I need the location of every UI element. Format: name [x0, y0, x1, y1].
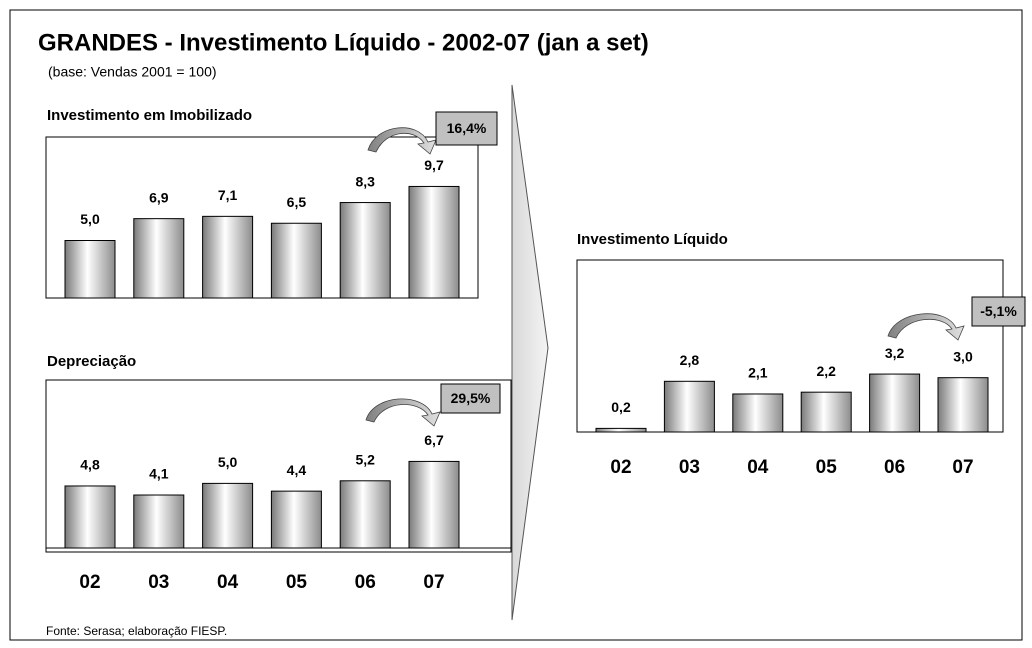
value-label: 4,1: [149, 466, 169, 482]
bar: [595, 427, 647, 433]
chevron: [511, 84, 549, 621]
x-tick-label: 05: [286, 572, 308, 593]
x-tick-label: 06: [884, 457, 905, 478]
chart-box: [45, 136, 479, 299]
value-label: 6,7: [424, 432, 444, 448]
value-label: 5,0: [218, 454, 238, 470]
chart-title: Investimento Líquido: [577, 231, 728, 248]
bar: [270, 222, 322, 299]
bar: [133, 494, 185, 549]
value-label: 4,4: [287, 462, 307, 478]
bar: [202, 482, 254, 549]
trend-arrow: [887, 313, 965, 341]
bar: [937, 377, 989, 433]
bar: [133, 218, 185, 299]
value-label: 8,3: [355, 173, 375, 189]
bar: [732, 393, 784, 433]
x-tick-label: 02: [610, 457, 631, 478]
value-label: 6,5: [287, 194, 307, 210]
bar: [800, 391, 852, 433]
value-label: 2,1: [748, 365, 768, 381]
bar: [408, 460, 460, 549]
value-label: 4,8: [80, 457, 100, 473]
bar: [869, 373, 921, 433]
value-label: 3,0: [953, 348, 973, 364]
bar: [663, 380, 715, 433]
value-label: 2,8: [680, 352, 700, 368]
value-label: 5,2: [355, 452, 375, 468]
value-label: 2,2: [816, 363, 836, 379]
subtitle: (base: Vendas 2001 = 100): [48, 64, 217, 80]
bar: [408, 185, 460, 299]
x-tick-label: 07: [952, 457, 973, 478]
chart-title: Investimento em Imobilizado: [47, 107, 252, 124]
trend-arrow: [365, 398, 441, 427]
value-label: 0,2: [611, 399, 631, 415]
x-tick-label: 05: [816, 457, 838, 478]
source: Fonte: Serasa; elaboração FIESP.: [46, 624, 227, 638]
value-label: 3,2: [885, 345, 905, 361]
bar: [64, 485, 116, 549]
chart-box: [576, 259, 1004, 433]
annotation-box: [971, 296, 1026, 327]
x-tick-label: 04: [217, 572, 239, 593]
annotation: 29,5%: [451, 390, 491, 406]
value-label: 5,0: [80, 211, 100, 227]
x-tick-label: 03: [679, 457, 700, 478]
annotation: -5,1%: [980, 303, 1017, 319]
annotation-box: [440, 383, 501, 414]
annotation-box: [435, 111, 498, 146]
trend-arrow: [367, 127, 437, 155]
bar: [339, 480, 391, 549]
bar: [270, 490, 322, 549]
value-label: 6,9: [149, 189, 169, 205]
annotation: 16,4%: [447, 120, 487, 136]
value-label: 7,1: [218, 187, 238, 203]
chart-title: Depreciação: [47, 353, 136, 370]
x-tick-label: 07: [423, 572, 444, 593]
x-tick-label: 03: [148, 572, 169, 593]
x-tick-label: 06: [355, 572, 376, 593]
x-tick-label: 02: [79, 572, 100, 593]
bar: [64, 240, 116, 299]
bar: [339, 202, 391, 299]
x-tick-label: 04: [747, 457, 769, 478]
value-label: 9,7: [424, 157, 444, 173]
bar: [202, 215, 254, 299]
title: GRANDES - Investimento Líquido - 2002-07…: [38, 29, 649, 56]
